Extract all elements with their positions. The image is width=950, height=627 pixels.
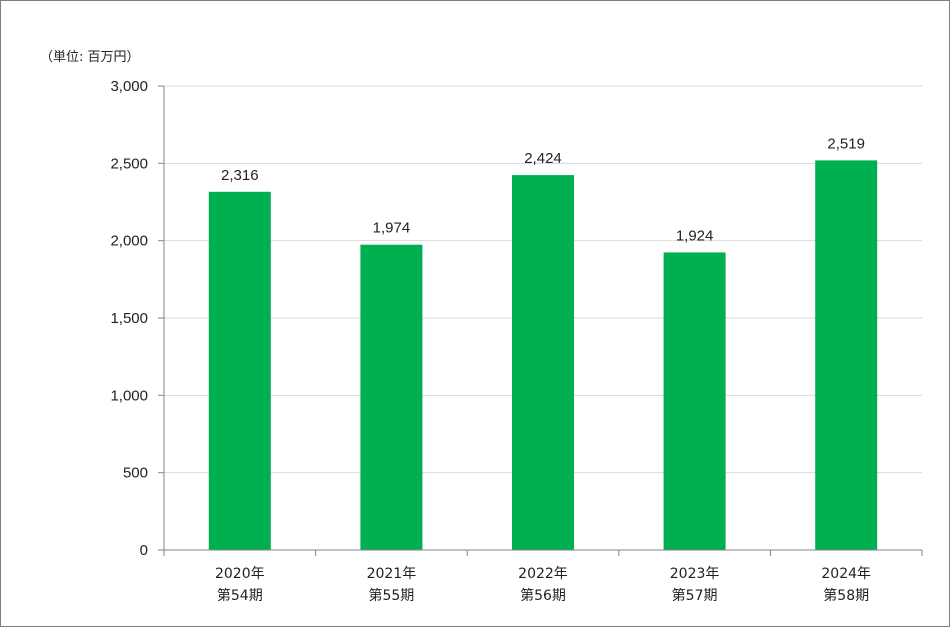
data-label: 2,316 (221, 167, 259, 184)
y-tick-label: 1,000 (110, 387, 148, 404)
bars (208, 160, 878, 551)
data-label: 2,519 (827, 135, 865, 152)
labels: 0 500 1,000 1,500 2,000 2,500 3,000 2,316 2020年第… (110, 78, 871, 604)
data-label: 2,424 (524, 150, 562, 167)
x-tick-label: 2022年 (518, 566, 568, 582)
x-tick-label: 2023年 (670, 566, 720, 582)
x-tick-label: 2021年 (367, 566, 417, 582)
bar (208, 191, 271, 551)
data-label: 1,924 (676, 227, 714, 244)
x-tick-label: 第58期 (823, 587, 869, 604)
y-tick-label: 0 (140, 542, 148, 559)
x-tick-label: 2020年 (215, 566, 265, 582)
bar (360, 244, 423, 551)
y-tick-label: 2,500 (110, 155, 148, 172)
bar (512, 175, 574, 550)
bar (663, 252, 726, 550)
x-tick-label: 2024年 (821, 566, 871, 582)
y-tick-label: 1,500 (110, 310, 148, 327)
y-tick-label: 2,000 (110, 233, 148, 250)
x-tick-label: 第56期 (520, 587, 566, 604)
bar (815, 160, 878, 551)
x-tick-label: 第57期 (672, 587, 718, 604)
x-tick-label: 第54期 (217, 587, 263, 604)
axes (158, 85, 923, 556)
unit-label: （単位: 百万円） (40, 50, 140, 65)
y-tick-label: 500 (123, 465, 148, 482)
x-tick-label: 第55期 (368, 587, 414, 604)
y-tick-label: 3,000 (110, 78, 148, 95)
data-label: 1,974 (373, 220, 411, 237)
